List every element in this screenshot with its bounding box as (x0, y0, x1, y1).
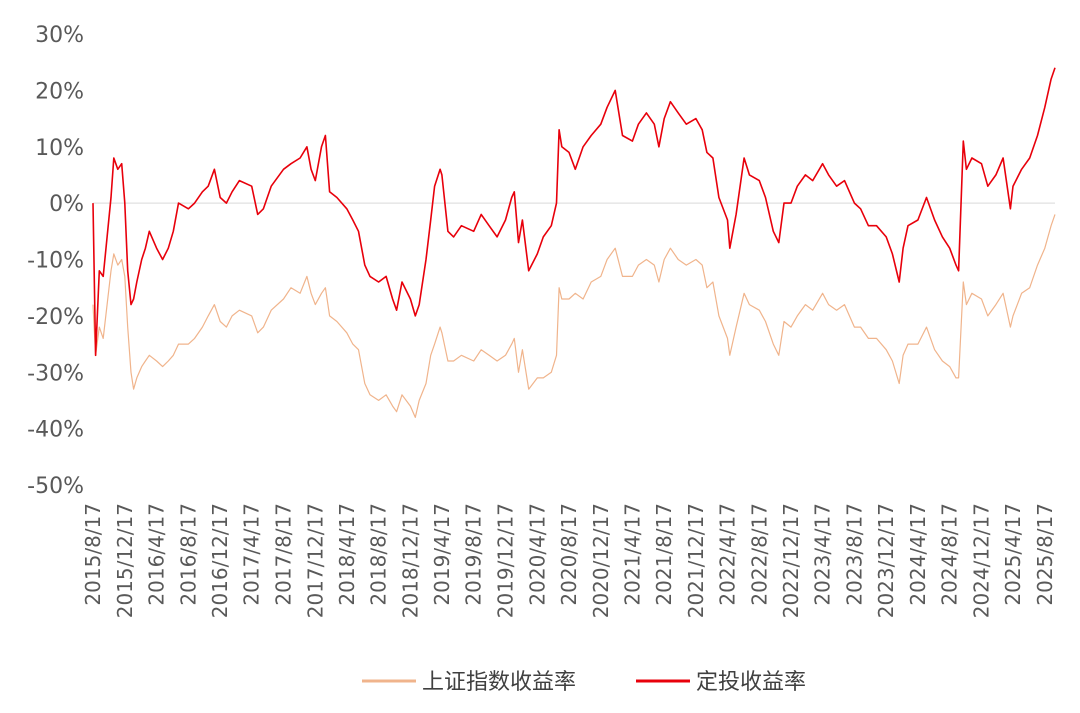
x-axis: 2015/8/17 2015/12/17 2016/4/17 2016/8/17 201… (81, 503, 1057, 618)
y-tick-label: -10% (27, 249, 84, 274)
x-tick-label: 2022/4/17 (716, 503, 740, 606)
y-axis: 30% 20% 10% 0% -10% -20% -30% -40% -50% (27, 23, 84, 499)
series-line-2 (92, 67, 1056, 357)
x-tick-label: 2017/8/17 (272, 503, 296, 606)
x-tick-label: 2019/8/17 (462, 503, 486, 606)
x-tick-label: 2018/12/17 (398, 503, 422, 618)
y-tick-label: -20% (27, 305, 84, 330)
x-tick-label: 2024/8/17 (938, 503, 962, 606)
x-tick-label: 2016/4/17 (145, 503, 169, 606)
x-tick-label: 2025/8/17 (1033, 503, 1057, 606)
x-tick-label: 2024/12/17 (970, 503, 994, 618)
x-tick-label: 2021/4/17 (620, 503, 644, 606)
x-tick-label: 2020/12/17 (589, 503, 613, 618)
y-tick-label: -40% (27, 418, 84, 443)
y-tick-label: 10% (35, 136, 84, 161)
x-tick-label: 2017/4/17 (240, 503, 264, 606)
legend-label-2: 定投收益率 (696, 670, 806, 695)
y-tick-label: 30% (35, 23, 84, 48)
y-tick-label: -30% (27, 361, 84, 386)
x-tick-label: 2020/4/17 (525, 503, 549, 606)
x-tick-label: 2025/4/17 (1001, 503, 1025, 606)
x-tick-label: 2023/12/17 (874, 503, 898, 618)
x-tick-label: 2018/4/17 (335, 503, 359, 606)
y-tick-label: 20% (35, 79, 84, 104)
y-tick-label: 0% (49, 192, 84, 217)
x-tick-label: 2015/12/17 (113, 503, 137, 618)
x-tick-label: 2019/12/17 (494, 503, 518, 618)
y-tick-label: -50% (27, 474, 84, 499)
x-tick-label: 2016/8/17 (176, 503, 200, 606)
x-tick-label: 2023/8/17 (842, 503, 866, 606)
plot-area (92, 67, 1056, 418)
x-tick-label: 2024/4/17 (906, 503, 930, 606)
x-tick-label: 2022/12/17 (779, 503, 803, 618)
x-tick-label: 2017/12/17 (303, 503, 327, 618)
x-tick-label: 2021/8/17 (652, 503, 676, 606)
x-tick-label: 2023/4/17 (811, 503, 835, 606)
legend-label-1: 上证指数收益率 (422, 670, 576, 695)
legend: 上证指数收益率 定投收益率 (362, 670, 806, 695)
x-tick-label: 2022/8/17 (747, 503, 771, 606)
series-line-1 (92, 214, 1056, 418)
x-tick-label: 2018/8/17 (367, 503, 391, 606)
x-tick-label: 2015/8/17 (81, 503, 105, 606)
x-tick-label: 2020/8/17 (557, 503, 581, 606)
x-tick-label: 2016/12/17 (208, 503, 232, 618)
x-tick-label: 2021/12/17 (684, 503, 708, 618)
x-tick-label: 2019/4/17 (430, 503, 454, 606)
